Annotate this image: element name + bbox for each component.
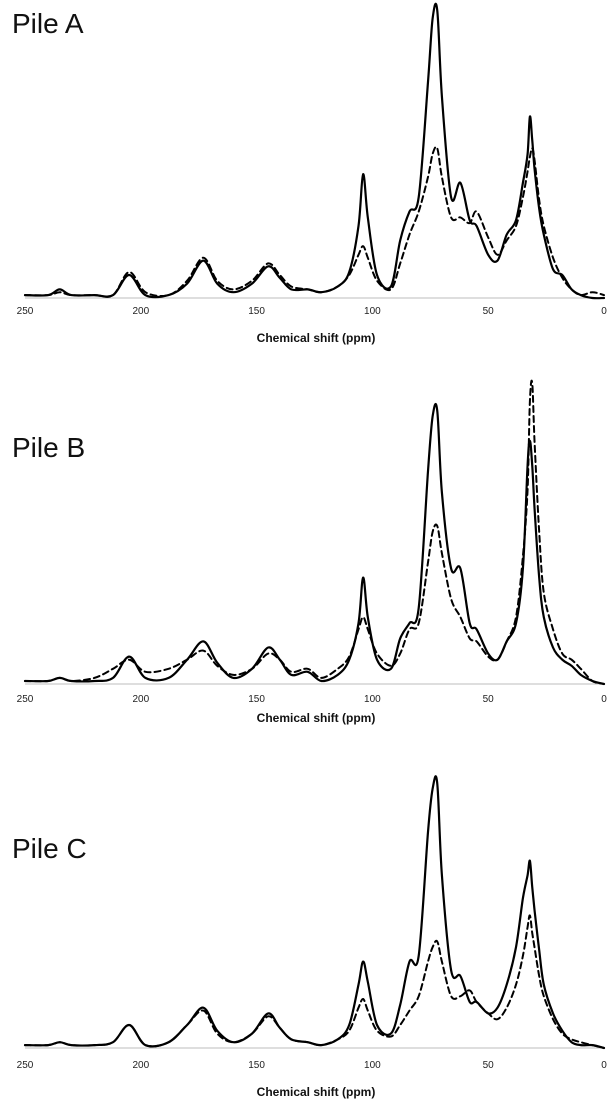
x-axis-title: Chemical shift (ppm) <box>257 1085 376 1099</box>
x-tick-label: 0 <box>601 694 607 705</box>
x-tick-label: 150 <box>248 306 265 317</box>
series-line-solid <box>23 775 606 1050</box>
x-tick-label: 250 <box>17 1060 34 1071</box>
x-tick-label: 200 <box>132 694 149 705</box>
x-tick-label: 200 <box>132 1060 149 1071</box>
panel-pile-c: Pile C 250 200 150 100 50 0 Chemical shift (pp… <box>12 775 607 1099</box>
x-tick-label: 100 <box>364 694 381 705</box>
series-line-solid <box>23 2 606 300</box>
series-line-dashed <box>24 145 605 298</box>
x-axis-title: Chemical shift (ppm) <box>257 331 376 345</box>
series-line-dashed <box>24 379 605 685</box>
panel-title-pile-b: Pile B <box>12 432 85 463</box>
x-tick-label: 50 <box>483 306 495 317</box>
x-tick-label: 0 <box>601 1060 607 1071</box>
x-tick-label: 100 <box>364 1060 381 1071</box>
x-tick-label: 0 <box>601 306 607 317</box>
x-tick-label: 100 <box>364 306 381 317</box>
x-tick-label: 50 <box>483 694 495 705</box>
series-line-solid <box>23 402 606 686</box>
panel-title-pile-c: Pile C <box>12 833 87 864</box>
x-tick-label: 150 <box>248 694 265 705</box>
x-tick-label: 200 <box>132 306 149 317</box>
x-tick-label: 150 <box>248 1060 265 1071</box>
x-tick-label: 250 <box>17 694 34 705</box>
series-line-dashed <box>24 914 605 1049</box>
panel-pile-a: Pile A 250 200 150 100 50 0 Chemical shift (pp… <box>12 2 607 345</box>
x-axis-title: Chemical shift (ppm) <box>257 711 376 725</box>
x-tick-label: 50 <box>483 1060 495 1071</box>
x-tick-label: 250 <box>17 306 34 317</box>
panel-title-pile-a: Pile A <box>12 8 84 39</box>
panel-pile-b: Pile B 250 200 150 100 50 0 Chemical shift (pp… <box>12 379 607 725</box>
